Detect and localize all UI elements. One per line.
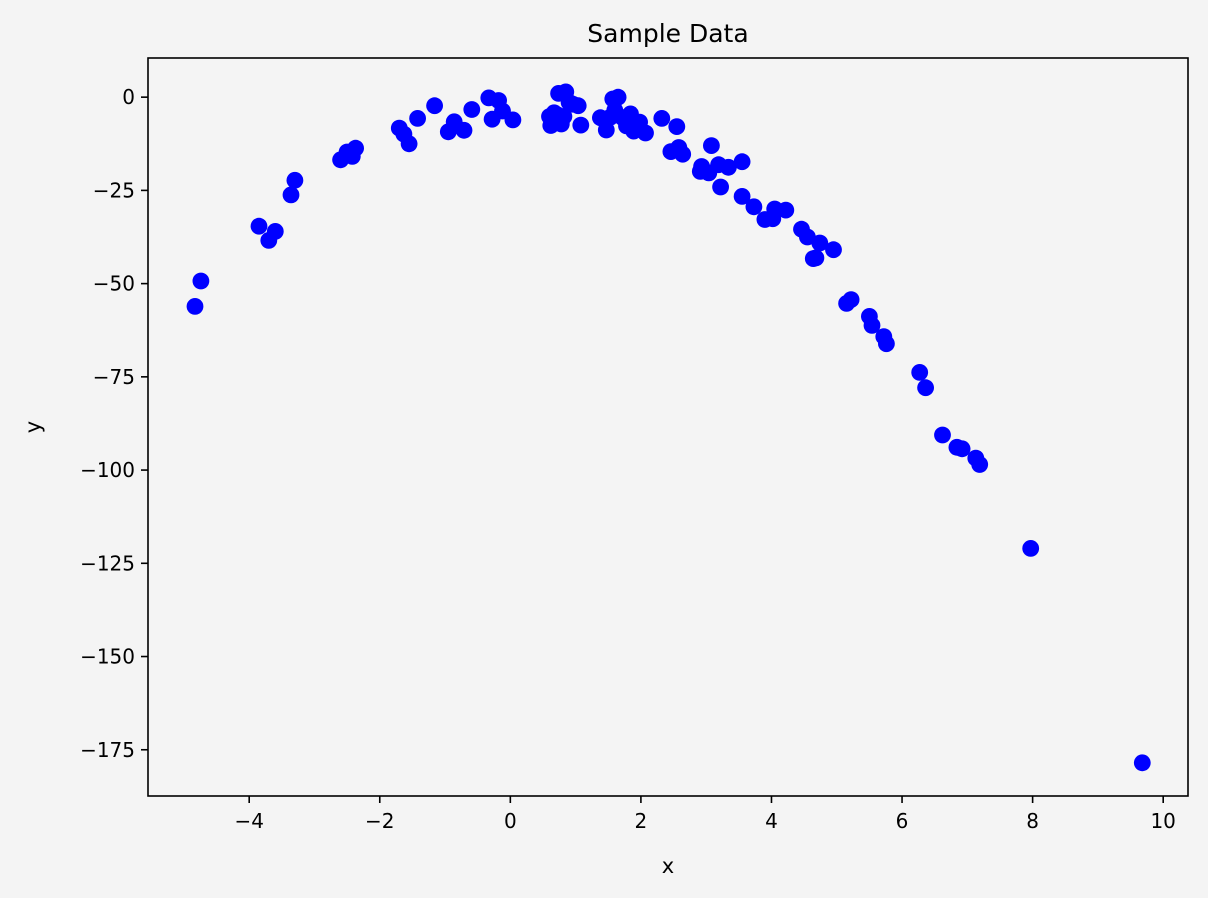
data-point <box>934 426 951 444</box>
data-point <box>733 153 751 171</box>
data-point <box>286 171 304 189</box>
x-tick-label: 2 <box>635 809 648 833</box>
x-tick-label: 4 <box>765 809 778 833</box>
data-point <box>555 108 573 125</box>
y-axis-ticks: 0 −25 −50 −75 −100 −125 −150 −175 <box>80 85 148 762</box>
plot-area <box>148 58 1188 796</box>
plot-frame <box>147 57 1189 797</box>
data-point <box>971 456 989 473</box>
y-tick-label: −150 <box>80 645 135 669</box>
data-point <box>674 145 692 163</box>
y-tick-label: −175 <box>80 738 135 762</box>
y-axis-label: y <box>21 421 45 433</box>
x-tick-label: 0 <box>504 809 517 833</box>
data-point <box>917 379 934 397</box>
data-point <box>703 137 720 155</box>
data-point <box>1022 540 1040 557</box>
data-point <box>455 121 473 139</box>
data-point <box>811 234 829 252</box>
y-tick-label: −50 <box>93 272 135 296</box>
data-point <box>745 198 763 216</box>
data-point <box>192 272 210 290</box>
x-tick-label: 6 <box>896 809 909 833</box>
data-point <box>712 178 729 196</box>
x-tick-label: 8 <box>1026 809 1039 833</box>
data-points <box>186 83 1151 772</box>
data-point <box>250 217 268 235</box>
x-tick-label: −4 <box>234 809 263 833</box>
y-tick-label: −125 <box>80 551 135 575</box>
data-point <box>878 335 895 353</box>
data-point <box>777 201 795 219</box>
data-point <box>842 291 860 308</box>
data-point <box>1133 754 1151 772</box>
data-point <box>597 121 615 139</box>
data-point <box>637 124 654 142</box>
data-point <box>720 158 737 176</box>
data-point <box>572 116 590 134</box>
data-point <box>186 298 204 315</box>
x-tick-label: 10 <box>1150 809 1175 833</box>
data-point <box>609 88 627 106</box>
chart-title: Sample Data <box>587 19 748 48</box>
x-axis-ticks: −4 −2 0 2 4 6 8 10 <box>234 796 1176 833</box>
y-tick-label: 0 <box>122 85 135 109</box>
y-tick-label: −75 <box>93 365 135 389</box>
data-point <box>953 440 971 458</box>
data-point <box>504 111 522 129</box>
data-point <box>426 97 443 115</box>
data-point <box>733 188 751 205</box>
data-point <box>266 223 284 240</box>
data-point <box>911 364 929 381</box>
y-tick-label: −25 <box>93 178 135 202</box>
data-point <box>807 249 825 267</box>
data-point <box>347 139 364 157</box>
data-point <box>668 118 686 135</box>
data-point <box>400 135 418 153</box>
data-point <box>825 241 842 259</box>
data-point <box>569 97 587 115</box>
x-tick-label: −2 <box>365 809 394 833</box>
data-point <box>409 110 426 127</box>
data-point <box>653 110 671 127</box>
data-point <box>282 186 300 204</box>
data-point <box>463 101 481 118</box>
y-tick-label: −100 <box>80 458 135 482</box>
data-point <box>863 317 881 334</box>
x-axis-label: x <box>662 854 674 878</box>
